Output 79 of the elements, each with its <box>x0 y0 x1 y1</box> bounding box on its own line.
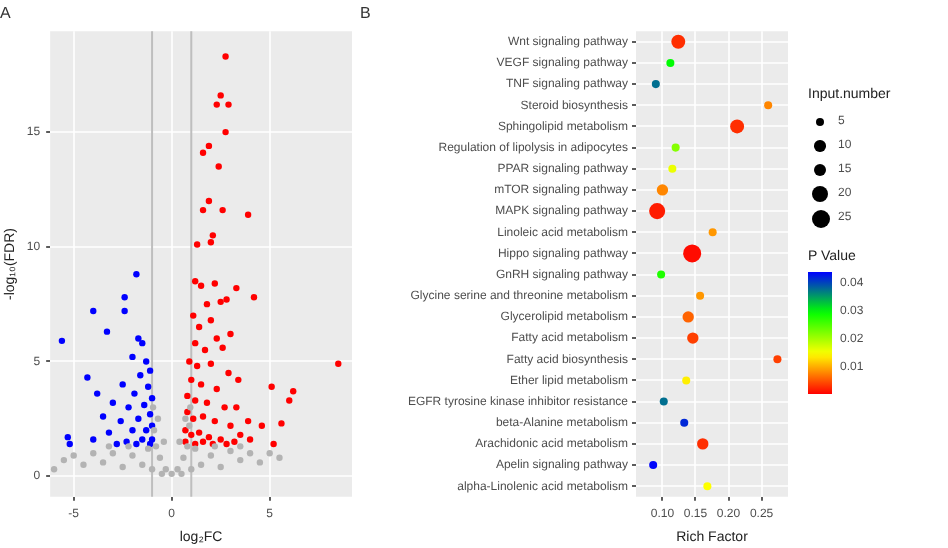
point <box>160 438 168 445</box>
point <box>117 417 124 425</box>
point <box>105 443 113 450</box>
point <box>139 461 146 468</box>
point <box>237 456 244 464</box>
point <box>133 271 140 278</box>
point <box>135 335 142 342</box>
point <box>99 459 107 466</box>
point <box>207 452 215 459</box>
point <box>139 436 146 443</box>
point <box>84 374 91 381</box>
point <box>176 438 183 445</box>
point <box>119 463 126 471</box>
point <box>162 466 169 473</box>
point <box>109 450 117 457</box>
point <box>152 443 160 450</box>
point <box>103 328 111 335</box>
point <box>90 307 97 315</box>
point <box>129 353 136 361</box>
point <box>227 447 234 455</box>
point <box>129 452 136 459</box>
point <box>187 404 194 411</box>
point <box>168 470 175 478</box>
point <box>184 443 191 450</box>
point <box>119 381 126 388</box>
chart-title: A <box>0 4 12 23</box>
point <box>113 440 120 448</box>
point <box>58 337 66 345</box>
point <box>109 399 117 406</box>
point <box>142 358 150 365</box>
point <box>105 429 113 436</box>
point <box>129 427 136 434</box>
point <box>188 466 195 473</box>
point <box>197 461 205 468</box>
point <box>50 466 58 473</box>
text: B <box>360 4 371 23</box>
point <box>90 436 97 443</box>
point <box>141 401 148 409</box>
point <box>256 459 264 466</box>
point <box>146 367 154 374</box>
point <box>125 404 132 411</box>
point <box>135 415 142 423</box>
point <box>191 445 199 452</box>
point <box>276 454 283 462</box>
point <box>133 440 140 448</box>
point <box>142 427 150 434</box>
point <box>146 411 154 418</box>
point <box>148 466 156 473</box>
point <box>246 450 254 457</box>
point <box>93 390 101 397</box>
point <box>154 415 162 423</box>
point <box>186 422 193 429</box>
point <box>66 440 73 448</box>
point <box>99 413 107 420</box>
point <box>121 294 128 301</box>
point <box>90 450 97 457</box>
point <box>64 433 71 441</box>
point <box>217 463 224 471</box>
point <box>156 454 164 462</box>
point <box>158 470 166 478</box>
point <box>144 445 152 452</box>
point <box>148 394 156 402</box>
point <box>180 454 187 462</box>
point <box>80 461 87 468</box>
point <box>149 404 157 411</box>
point <box>266 450 273 457</box>
point <box>237 443 244 450</box>
point <box>137 372 144 379</box>
point <box>182 415 189 423</box>
point <box>174 466 181 473</box>
point <box>150 427 158 434</box>
point <box>70 452 77 459</box>
point <box>139 339 146 347</box>
point <box>178 470 185 478</box>
point <box>60 456 68 464</box>
point <box>121 307 128 315</box>
point <box>131 390 138 397</box>
point <box>144 383 152 390</box>
point <box>125 443 132 450</box>
